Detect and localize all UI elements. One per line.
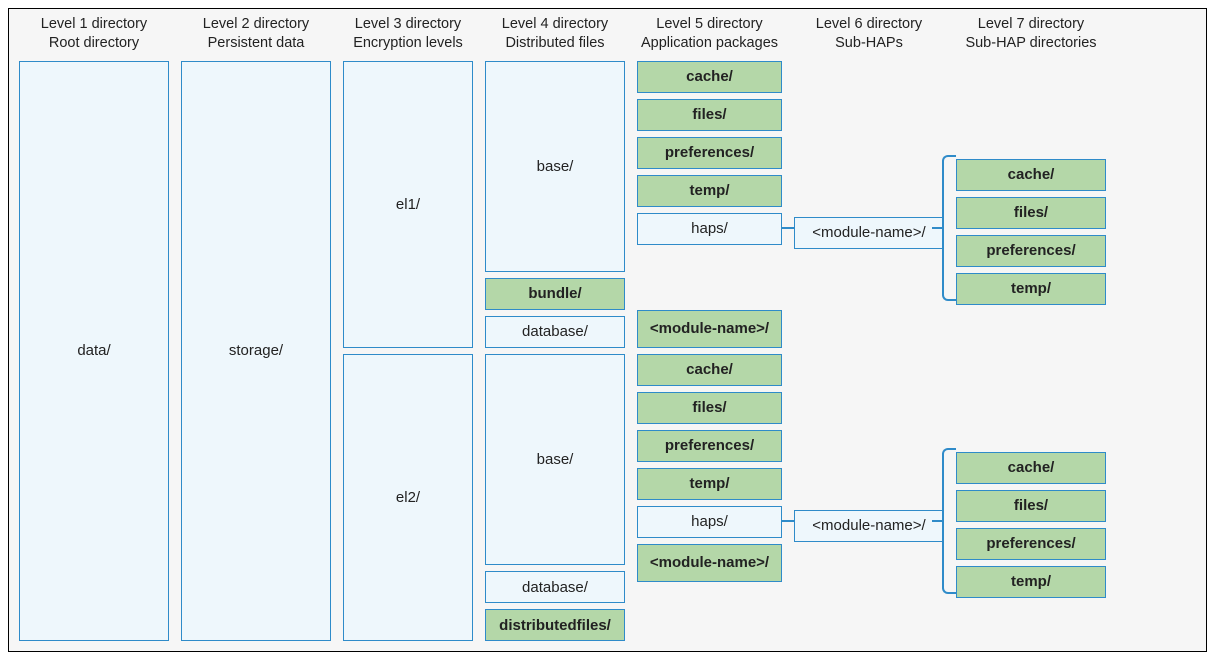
dir-box-distributedfiles: distributedfiles/ bbox=[485, 609, 625, 641]
dir-box-el2: el2/ bbox=[343, 354, 473, 641]
dir-box-temp2: temp/ bbox=[637, 468, 782, 500]
header-sublabel: Sub-HAP directories bbox=[956, 34, 1106, 53]
header-label: Level 2 directory bbox=[181, 15, 331, 34]
level5-el2-group: cache/ files/ preferences/ temp/ haps/ <… bbox=[637, 354, 782, 641]
header-label: Level 5 directory bbox=[637, 15, 782, 34]
dir-box-preferences: preferences/ bbox=[637, 137, 782, 169]
dir-box-preferences2: preferences/ bbox=[637, 430, 782, 462]
header-level7: Level 7 directory Sub-HAP directories bbox=[956, 15, 1106, 53]
header-label: Level 1 directory bbox=[19, 15, 169, 34]
header-sublabel: Persistent data bbox=[181, 34, 331, 53]
header-level6: Level 6 directory Sub-HAPs bbox=[794, 15, 944, 53]
dir-box-base2: base/ bbox=[485, 354, 625, 565]
dir-box-l7-preferences: preferences/ bbox=[956, 235, 1106, 267]
connector-line bbox=[782, 520, 794, 522]
header-row: Level 1 directory Root directory Level 2… bbox=[19, 15, 1196, 53]
header-sublabel: Distributed files bbox=[485, 34, 625, 53]
header-sublabel: Application packages bbox=[637, 34, 782, 53]
bracket-icon bbox=[942, 155, 956, 301]
header-label: Level 6 directory bbox=[794, 15, 944, 34]
dir-box-bundle: bundle/ bbox=[485, 278, 625, 310]
dir-box-base: base/ bbox=[485, 61, 625, 272]
bracket-icon bbox=[942, 448, 956, 594]
header-label: Level 4 directory bbox=[485, 15, 625, 34]
level7-el2-group: cache/ files/ preferences/ temp/ bbox=[956, 354, 1106, 641]
dir-box-haps: haps/ bbox=[637, 213, 782, 245]
dir-box-module-name-l6b: <module-name>/ bbox=[794, 510, 944, 542]
dir-box-cache2: cache/ bbox=[637, 354, 782, 386]
col-level5: cache/ files/ preferences/ temp/ haps/ <… bbox=[637, 61, 782, 641]
dir-box-data: data/ bbox=[19, 61, 169, 641]
dir-box-l7-files: files/ bbox=[956, 197, 1106, 229]
dir-box-storage: storage/ bbox=[181, 61, 331, 641]
dir-box-haps2: haps/ bbox=[637, 506, 782, 538]
dir-box-files2: files/ bbox=[637, 392, 782, 424]
col-level6: <module-name>/ <module-name>/ bbox=[794, 61, 944, 641]
header-level2: Level 2 directory Persistent data bbox=[181, 15, 331, 53]
dir-box-cache: cache/ bbox=[637, 61, 782, 93]
dir-box-module-name-l6a: <module-name>/ bbox=[794, 217, 944, 249]
col-level1: data/ bbox=[19, 61, 169, 641]
bracket-arm bbox=[932, 227, 942, 229]
level7-el1-group: cache/ files/ preferences/ temp/ bbox=[956, 61, 1106, 348]
header-level3: Level 3 directory Encryption levels bbox=[343, 15, 473, 53]
header-sublabel: Root directory bbox=[19, 34, 169, 53]
connector-line bbox=[782, 227, 794, 229]
col-level4: base/ bundle/ database/ base/ database/ … bbox=[485, 61, 625, 641]
diagram-frame: Level 1 directory Root directory Level 2… bbox=[8, 8, 1207, 652]
level4-el1-group: base/ bundle/ database/ bbox=[485, 61, 625, 348]
dir-box-database2: database/ bbox=[485, 571, 625, 603]
dir-box-database: database/ bbox=[485, 316, 625, 348]
header-sublabel: Encryption levels bbox=[343, 34, 473, 53]
dir-box-l7-cache: cache/ bbox=[956, 159, 1106, 191]
header-level5: Level 5 directory Application packages bbox=[637, 15, 782, 53]
level4-el2-group: base/ database/ distributedfiles/ bbox=[485, 354, 625, 641]
dir-box-temp: temp/ bbox=[637, 175, 782, 207]
header-level1: Level 1 directory Root directory bbox=[19, 15, 169, 53]
header-sublabel: Sub-HAPs bbox=[794, 34, 944, 53]
level5-el1-group: cache/ files/ preferences/ temp/ haps/ <… bbox=[637, 61, 782, 348]
col-level2: storage/ bbox=[181, 61, 331, 641]
col-level3: el1/ el2/ bbox=[343, 61, 473, 641]
dir-box-l7-preferences2: preferences/ bbox=[956, 528, 1106, 560]
header-level4: Level 4 directory Distributed files bbox=[485, 15, 625, 53]
dir-box-module-name: <module-name>/ bbox=[637, 310, 782, 348]
columns: data/ storage/ el1/ el2/ base/ bundle/ d… bbox=[19, 61, 1196, 641]
col-level7: cache/ files/ preferences/ temp/ cache/ … bbox=[956, 61, 1106, 641]
dir-box-files: files/ bbox=[637, 99, 782, 131]
dir-box-l7-files2: files/ bbox=[956, 490, 1106, 522]
level6-el1-group: <module-name>/ bbox=[794, 61, 944, 348]
dir-box-l7-temp2: temp/ bbox=[956, 566, 1106, 598]
level6-el2-group: <module-name>/ bbox=[794, 354, 944, 641]
dir-box-l7-temp: temp/ bbox=[956, 273, 1106, 305]
bracket-arm bbox=[932, 520, 942, 522]
dir-box-module-name2: <module-name>/ bbox=[637, 544, 782, 582]
dir-box-el1: el1/ bbox=[343, 61, 473, 348]
header-label: Level 3 directory bbox=[343, 15, 473, 34]
dir-box-l7-cache2: cache/ bbox=[956, 452, 1106, 484]
header-label: Level 7 directory bbox=[956, 15, 1106, 34]
